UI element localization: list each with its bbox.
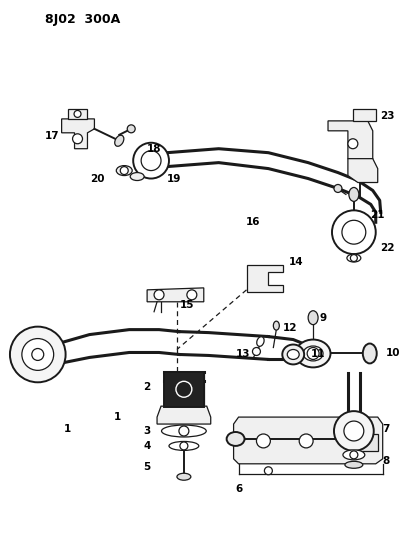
Circle shape: [10, 327, 66, 382]
Ellipse shape: [273, 321, 279, 330]
Text: 14: 14: [289, 257, 304, 267]
Circle shape: [176, 381, 192, 397]
Ellipse shape: [349, 188, 359, 201]
Polygon shape: [348, 159, 378, 182]
Circle shape: [32, 349, 44, 360]
Circle shape: [307, 348, 319, 359]
Text: 3: 3: [144, 426, 151, 436]
Text: 16: 16: [246, 217, 261, 227]
Text: 1: 1: [64, 424, 71, 434]
Bar: [164, 372, 204, 407]
Ellipse shape: [115, 135, 124, 146]
Circle shape: [342, 220, 366, 244]
Text: 7: 7: [382, 424, 389, 434]
Circle shape: [120, 167, 128, 174]
Ellipse shape: [296, 340, 330, 367]
Polygon shape: [62, 119, 94, 149]
Ellipse shape: [130, 173, 144, 181]
Circle shape: [180, 442, 188, 450]
Text: 12: 12: [283, 322, 298, 333]
Ellipse shape: [162, 425, 206, 437]
Circle shape: [334, 184, 342, 192]
Circle shape: [299, 434, 313, 448]
Text: 10: 10: [385, 349, 400, 359]
Text: 17: 17: [44, 131, 59, 141]
Text: 2: 2: [144, 382, 151, 392]
Circle shape: [133, 143, 169, 179]
Circle shape: [154, 290, 164, 300]
Text: 13: 13: [236, 350, 251, 359]
Ellipse shape: [257, 337, 264, 346]
Circle shape: [74, 110, 81, 117]
Circle shape: [252, 348, 260, 356]
Ellipse shape: [347, 254, 361, 262]
Circle shape: [22, 338, 54, 370]
Ellipse shape: [116, 166, 132, 175]
Polygon shape: [147, 288, 204, 302]
Text: 20: 20: [90, 174, 105, 183]
Circle shape: [256, 434, 270, 448]
Ellipse shape: [282, 344, 304, 365]
Text: 19: 19: [167, 174, 181, 183]
Ellipse shape: [308, 311, 318, 325]
Text: 21: 21: [370, 211, 385, 220]
Text: 9: 9: [320, 313, 327, 322]
Circle shape: [187, 290, 197, 300]
Polygon shape: [234, 417, 383, 464]
Text: 11: 11: [311, 350, 325, 359]
Text: 6: 6: [235, 483, 242, 494]
Ellipse shape: [177, 473, 191, 480]
Ellipse shape: [345, 462, 363, 469]
Ellipse shape: [303, 346, 323, 361]
Text: 8J02  300A: 8J02 300A: [45, 13, 120, 26]
Circle shape: [348, 139, 358, 149]
Circle shape: [350, 451, 358, 459]
Circle shape: [179, 426, 189, 436]
Ellipse shape: [363, 344, 377, 364]
Text: 4: 4: [144, 441, 151, 451]
Polygon shape: [157, 406, 211, 424]
Circle shape: [127, 125, 135, 133]
Circle shape: [264, 467, 272, 475]
Polygon shape: [353, 109, 376, 121]
Text: 22: 22: [380, 243, 395, 253]
Polygon shape: [68, 109, 88, 119]
Circle shape: [350, 255, 357, 262]
Text: 8: 8: [382, 456, 389, 466]
Text: 18: 18: [147, 144, 161, 154]
Circle shape: [344, 421, 364, 441]
Ellipse shape: [287, 350, 299, 359]
Circle shape: [72, 134, 82, 144]
Text: 1: 1: [114, 412, 121, 422]
Ellipse shape: [227, 432, 244, 446]
Circle shape: [141, 151, 161, 171]
Circle shape: [334, 411, 374, 451]
Polygon shape: [246, 265, 283, 292]
Text: 5: 5: [144, 462, 151, 472]
Ellipse shape: [169, 441, 199, 450]
Polygon shape: [328, 121, 373, 163]
Text: 23: 23: [380, 111, 395, 121]
Circle shape: [332, 211, 376, 254]
Ellipse shape: [343, 450, 365, 460]
Polygon shape: [353, 434, 378, 451]
Text: 15: 15: [180, 300, 194, 310]
